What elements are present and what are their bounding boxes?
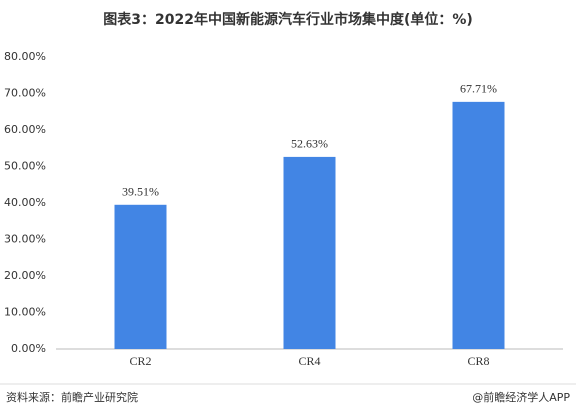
credit: @前瞻经济学人APP [472, 390, 570, 404]
y-tick-label: 40.00% [4, 196, 46, 209]
value-label: 39.51% [122, 185, 159, 199]
x-tick-label: CR8 [467, 354, 489, 368]
y-tick-label: 60.00% [4, 123, 46, 136]
y-tick-label: 0.00% [11, 342, 46, 355]
x-tick-label: CR2 [129, 354, 151, 368]
source: 资料来源：前瞻产业研究院 [6, 390, 138, 404]
chart-title: 图表3：2022年中国新能源汽车行业市场集中度(单位：%) [103, 11, 473, 28]
y-tick-label: 10.00% [4, 306, 46, 319]
y-tick-label: 30.00% [4, 233, 46, 246]
value-label: 67.71% [460, 82, 497, 96]
y-tick-label: 80.00% [4, 50, 46, 63]
bar [452, 101, 505, 350]
bar [114, 204, 167, 349]
bar [283, 156, 336, 349]
y-tick-label: 20.00% [4, 269, 46, 282]
x-tick-label: CR4 [298, 354, 320, 368]
y-tick-label: 70.00% [4, 87, 46, 100]
y-tick-label: 50.00% [4, 160, 46, 173]
value-label: 52.63% [291, 137, 328, 151]
